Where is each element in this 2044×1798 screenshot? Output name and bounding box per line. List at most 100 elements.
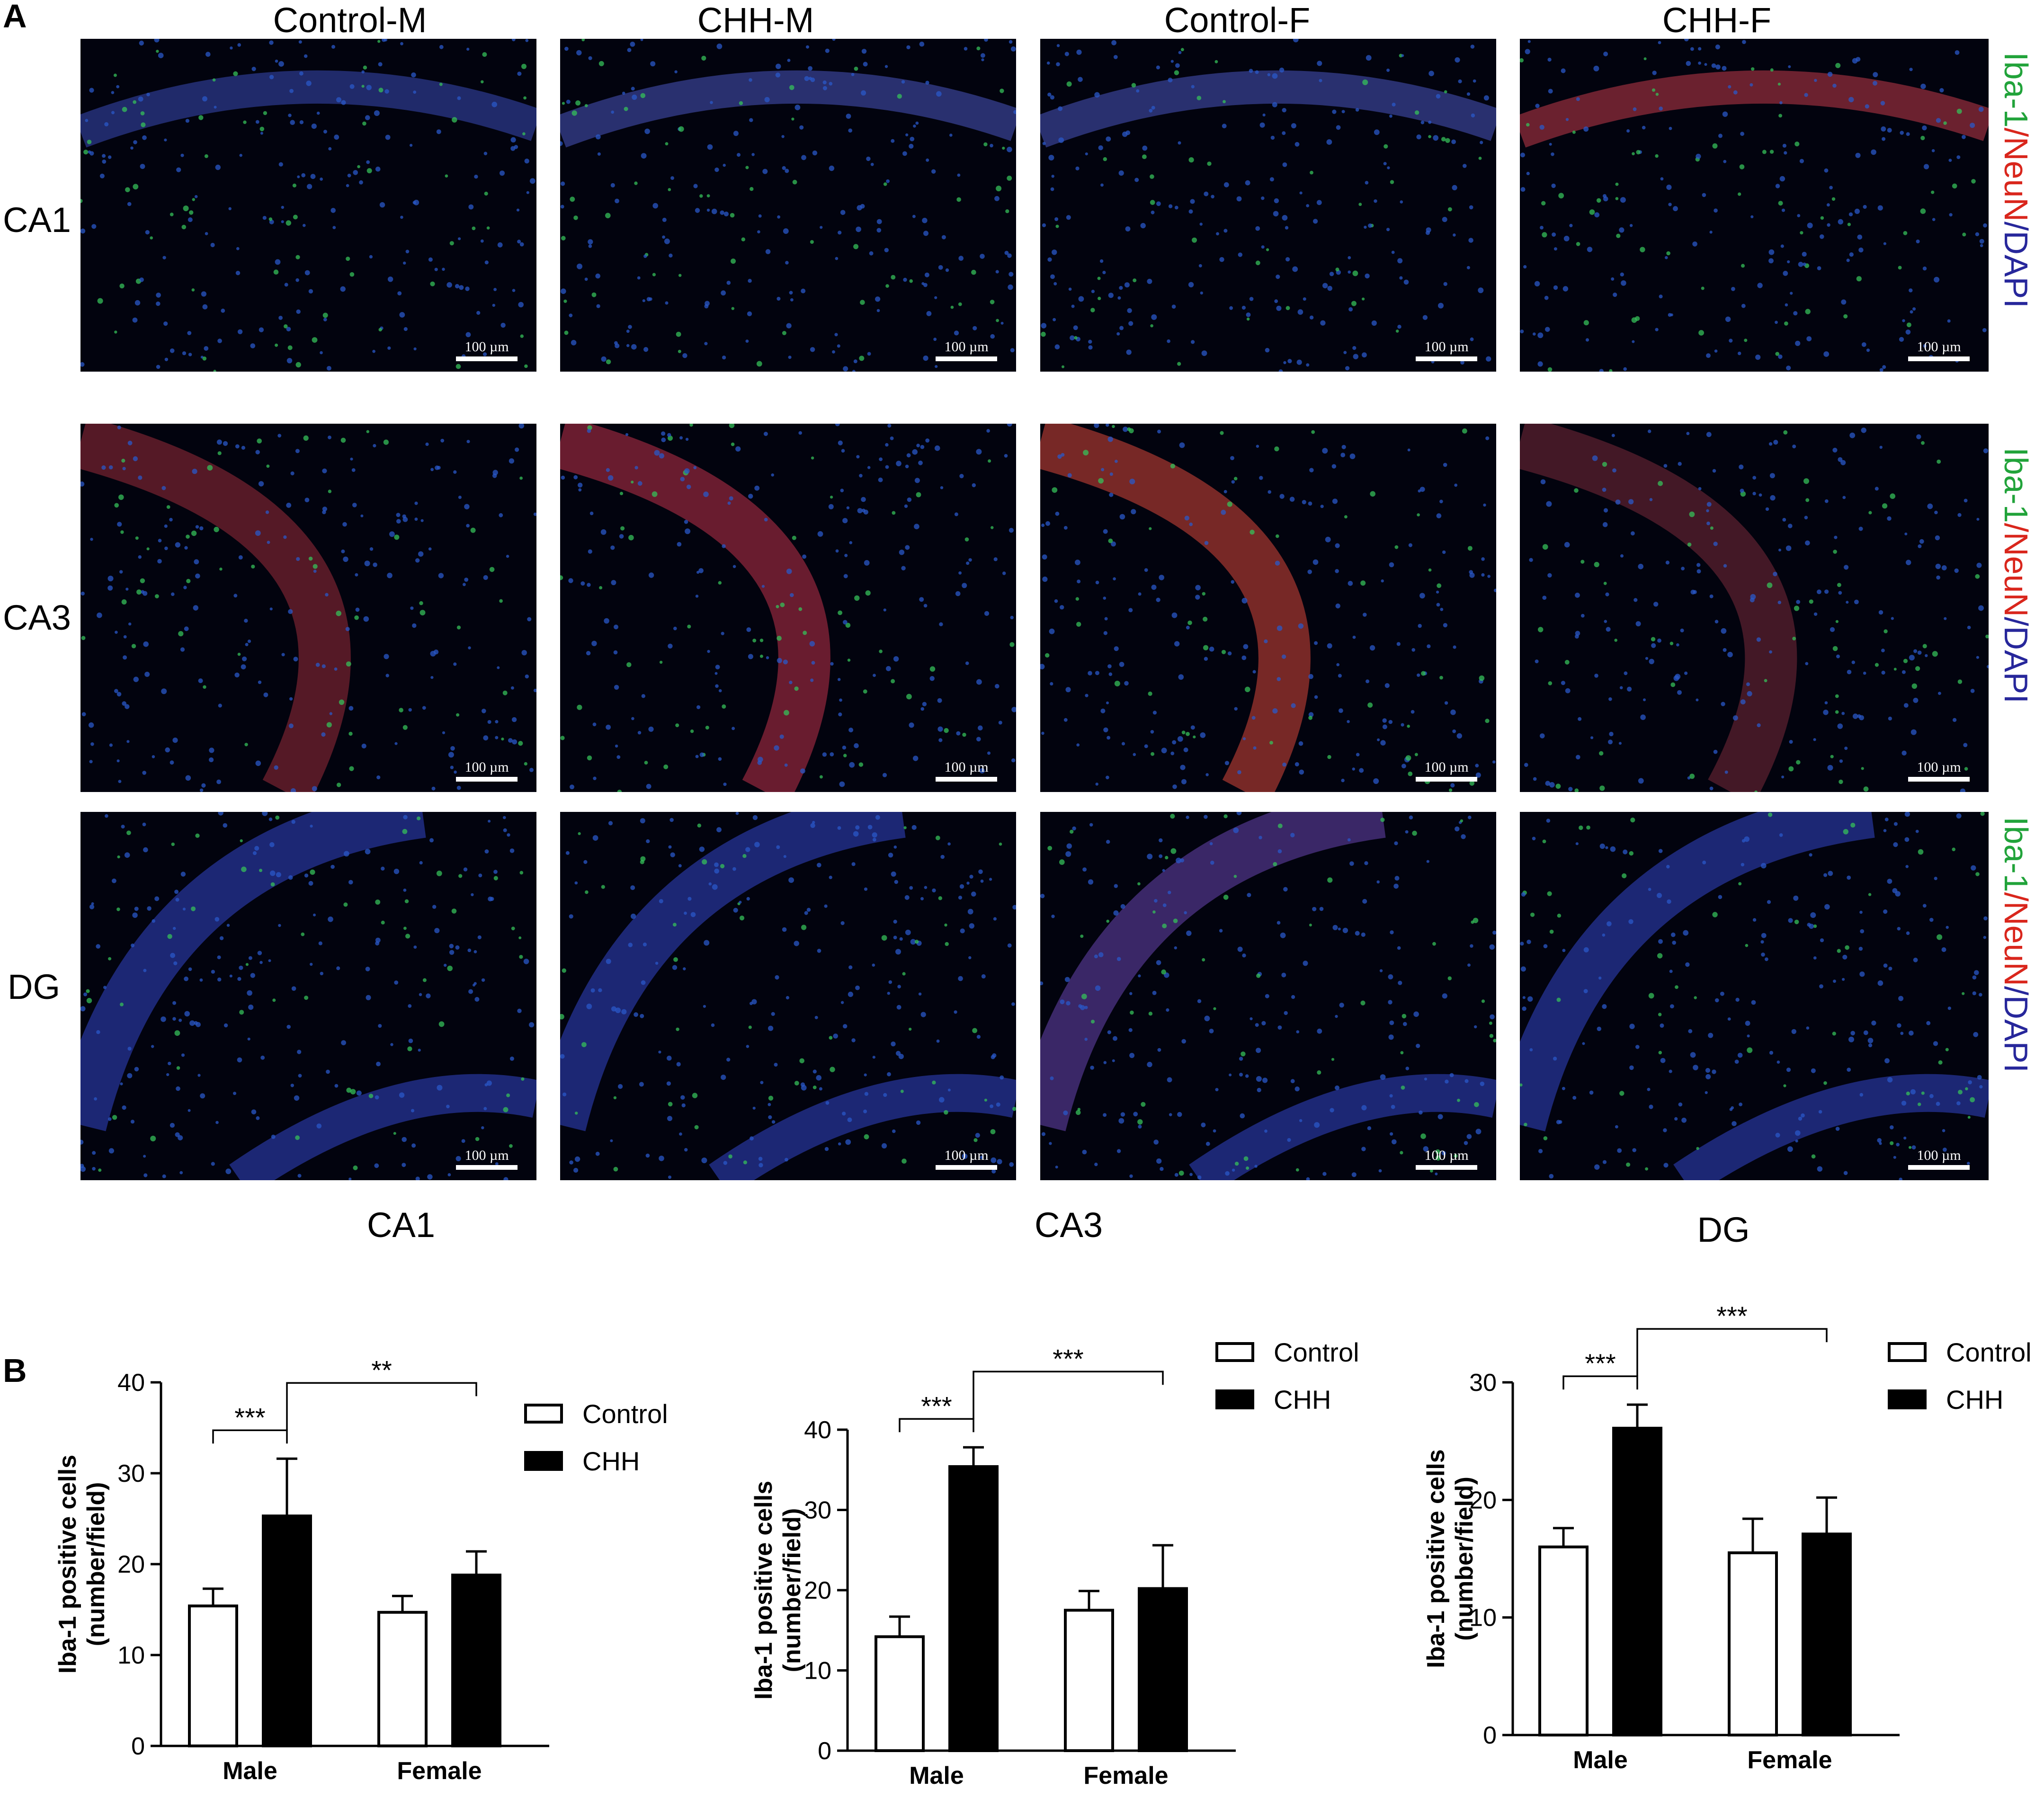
cell-dot (334, 134, 339, 140)
cell-dot (105, 814, 108, 818)
cell-dot (1082, 1149, 1087, 1155)
cell-dot (1170, 814, 1175, 819)
cell-dot (1944, 617, 1947, 620)
cell-dot (260, 1055, 265, 1060)
cell-dot (1095, 985, 1101, 991)
cell-dot (1481, 999, 1485, 1003)
cell-dot (1611, 277, 1615, 281)
cell-dot (1603, 508, 1608, 513)
cell-dot (1172, 784, 1177, 789)
cell-dot (1428, 71, 1434, 76)
cell-dot (118, 494, 124, 500)
cell-dot (1921, 441, 1925, 445)
cell-dot (1215, 1088, 1219, 1092)
cell-dot (1109, 472, 1113, 476)
bar-chart-ca3: 0 10 20 30 40 Iba-1 positive cells (number/fie… (729, 1292, 1392, 1794)
cell-dot (1931, 149, 1935, 152)
cell-dot (512, 739, 518, 745)
cell-dot (1761, 952, 1765, 957)
significance-bracket (1562, 1375, 1638, 1390)
cell-dot (958, 256, 964, 261)
cell-dot (667, 1116, 672, 1122)
cell-dot (1857, 234, 1863, 240)
cell-dot (1131, 509, 1136, 515)
cell-dot (897, 985, 901, 988)
cell-dot (1007, 176, 1012, 181)
cell-dot (1480, 1081, 1485, 1086)
cell-dot (643, 254, 647, 258)
cell-dot (916, 492, 921, 498)
cell-dot (226, 924, 230, 927)
cell-dot (1251, 716, 1256, 720)
cell-dot (1203, 616, 1208, 622)
cell-dot (237, 977, 241, 981)
cell-dot (1485, 719, 1490, 723)
cell-dot (1166, 1008, 1169, 1012)
cell-dot (1684, 39, 1689, 42)
cell-dot (527, 617, 532, 622)
cell-dot (1201, 350, 1207, 356)
cell-dot (1329, 272, 1334, 276)
cell-dot (601, 885, 605, 889)
cell-dot (588, 56, 592, 60)
cell-dot (463, 867, 468, 872)
cell-dot (1620, 197, 1626, 203)
cell-dot (1561, 68, 1566, 73)
cell-dot (1366, 679, 1370, 684)
cell-dot (385, 674, 389, 677)
cell-dot (620, 526, 625, 531)
cell-dot (1946, 926, 1949, 929)
cell-dot (592, 835, 598, 841)
cell-dot (456, 785, 461, 790)
cell-dot (179, 1018, 182, 1022)
cell-dot (194, 1021, 198, 1025)
cell-dot (1335, 1085, 1339, 1090)
cell-dot (419, 993, 422, 997)
cell-dot (431, 786, 436, 791)
cell-dot (1249, 69, 1253, 73)
cell-dot (668, 1102, 673, 1107)
cell-dot (1801, 1113, 1805, 1118)
cell-dot (1243, 644, 1249, 650)
legend-label-chh: CHH (1946, 1385, 2003, 1415)
cell-dot (587, 583, 591, 587)
cell-dot (521, 1077, 525, 1081)
cell-dot (269, 842, 275, 847)
cell-dot (1611, 434, 1615, 437)
region-label-dg: DG (1697, 1210, 1750, 1249)
cell-dot (648, 726, 654, 732)
cell-dot (502, 690, 508, 695)
cell-dot (1314, 695, 1318, 699)
cell-dot (1327, 877, 1333, 883)
cell-dot (186, 579, 191, 583)
cell-dot (223, 1023, 228, 1028)
cell-dot (1358, 203, 1362, 206)
cell-dot (641, 980, 646, 985)
cell-dot (482, 52, 487, 57)
cell-dot (1887, 1077, 1893, 1083)
cell-dot (729, 496, 733, 501)
cell-dot (1045, 521, 1050, 526)
cell-dot (618, 1084, 623, 1089)
cell-dot (1923, 164, 1929, 169)
cell-dot (954, 512, 958, 516)
cell-dot (1904, 837, 1910, 842)
cell-dot (321, 664, 326, 668)
cell-dot (1062, 365, 1064, 368)
cell-dot (1883, 629, 1888, 633)
cell-dot (1195, 595, 1200, 600)
cell-dot (958, 896, 963, 900)
cell-dot (1797, 214, 1801, 217)
cell-dot (1666, 251, 1670, 256)
cell-dot (1437, 1114, 1443, 1120)
cell-dot (1896, 1143, 1900, 1147)
cell-dot (1466, 266, 1470, 269)
cell-dot (613, 650, 618, 655)
cell-dot (1910, 310, 1913, 314)
cell-dot (923, 283, 928, 287)
significance-label: *** (234, 1402, 265, 1432)
cell-dot (1904, 532, 1908, 535)
cell-dot (1115, 460, 1118, 463)
cell-dot (1594, 674, 1598, 678)
cell-dot (759, 1163, 763, 1167)
